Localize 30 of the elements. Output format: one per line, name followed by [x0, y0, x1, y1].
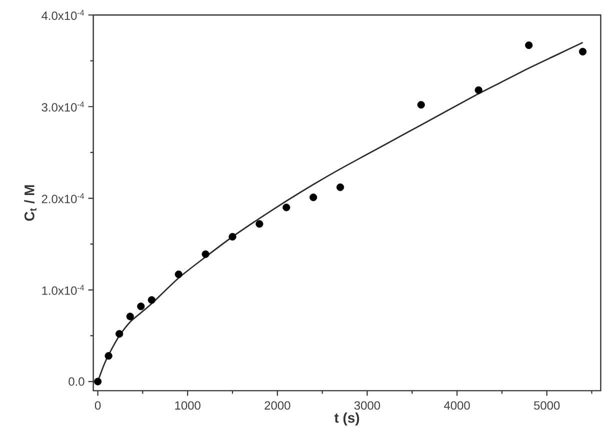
x-axis-title: t (s) [334, 412, 360, 426]
x-tick-label: 2000 [264, 401, 290, 410]
point [126, 312, 134, 320]
point [474, 86, 482, 94]
point [417, 101, 425, 109]
x-tick-label: 5000 [534, 401, 560, 410]
point [336, 183, 344, 192]
point [104, 352, 112, 360]
point [525, 41, 533, 50]
point [310, 194, 318, 202]
y-tick-label: 2.0x10$^{-4}$ [42, 193, 84, 204]
point [256, 220, 264, 228]
point [578, 48, 587, 56]
x-tick-label: 1000 [175, 401, 200, 410]
point [202, 250, 210, 258]
point [174, 270, 182, 278]
y-tick-label: 4.0x10$^{-4}$ [42, 10, 84, 20]
point [137, 302, 145, 310]
point [94, 378, 102, 386]
point [148, 296, 156, 304]
x-tick-label: 3000 [354, 401, 380, 410]
y-tick-label: 0.0 [68, 377, 84, 386]
y-axis-title: C$_{t}$ / M [24, 185, 36, 221]
point [228, 232, 236, 241]
point [282, 204, 290, 212]
x-tick-label: 4000 [444, 401, 470, 410]
y-tick-label: 1.0x10$^{-4}$ [42, 284, 84, 295]
x-tick-label: 0 [94, 401, 101, 410]
y-tick-label: 3.0x10$^{-4}$ [42, 102, 84, 112]
point [116, 330, 124, 338]
